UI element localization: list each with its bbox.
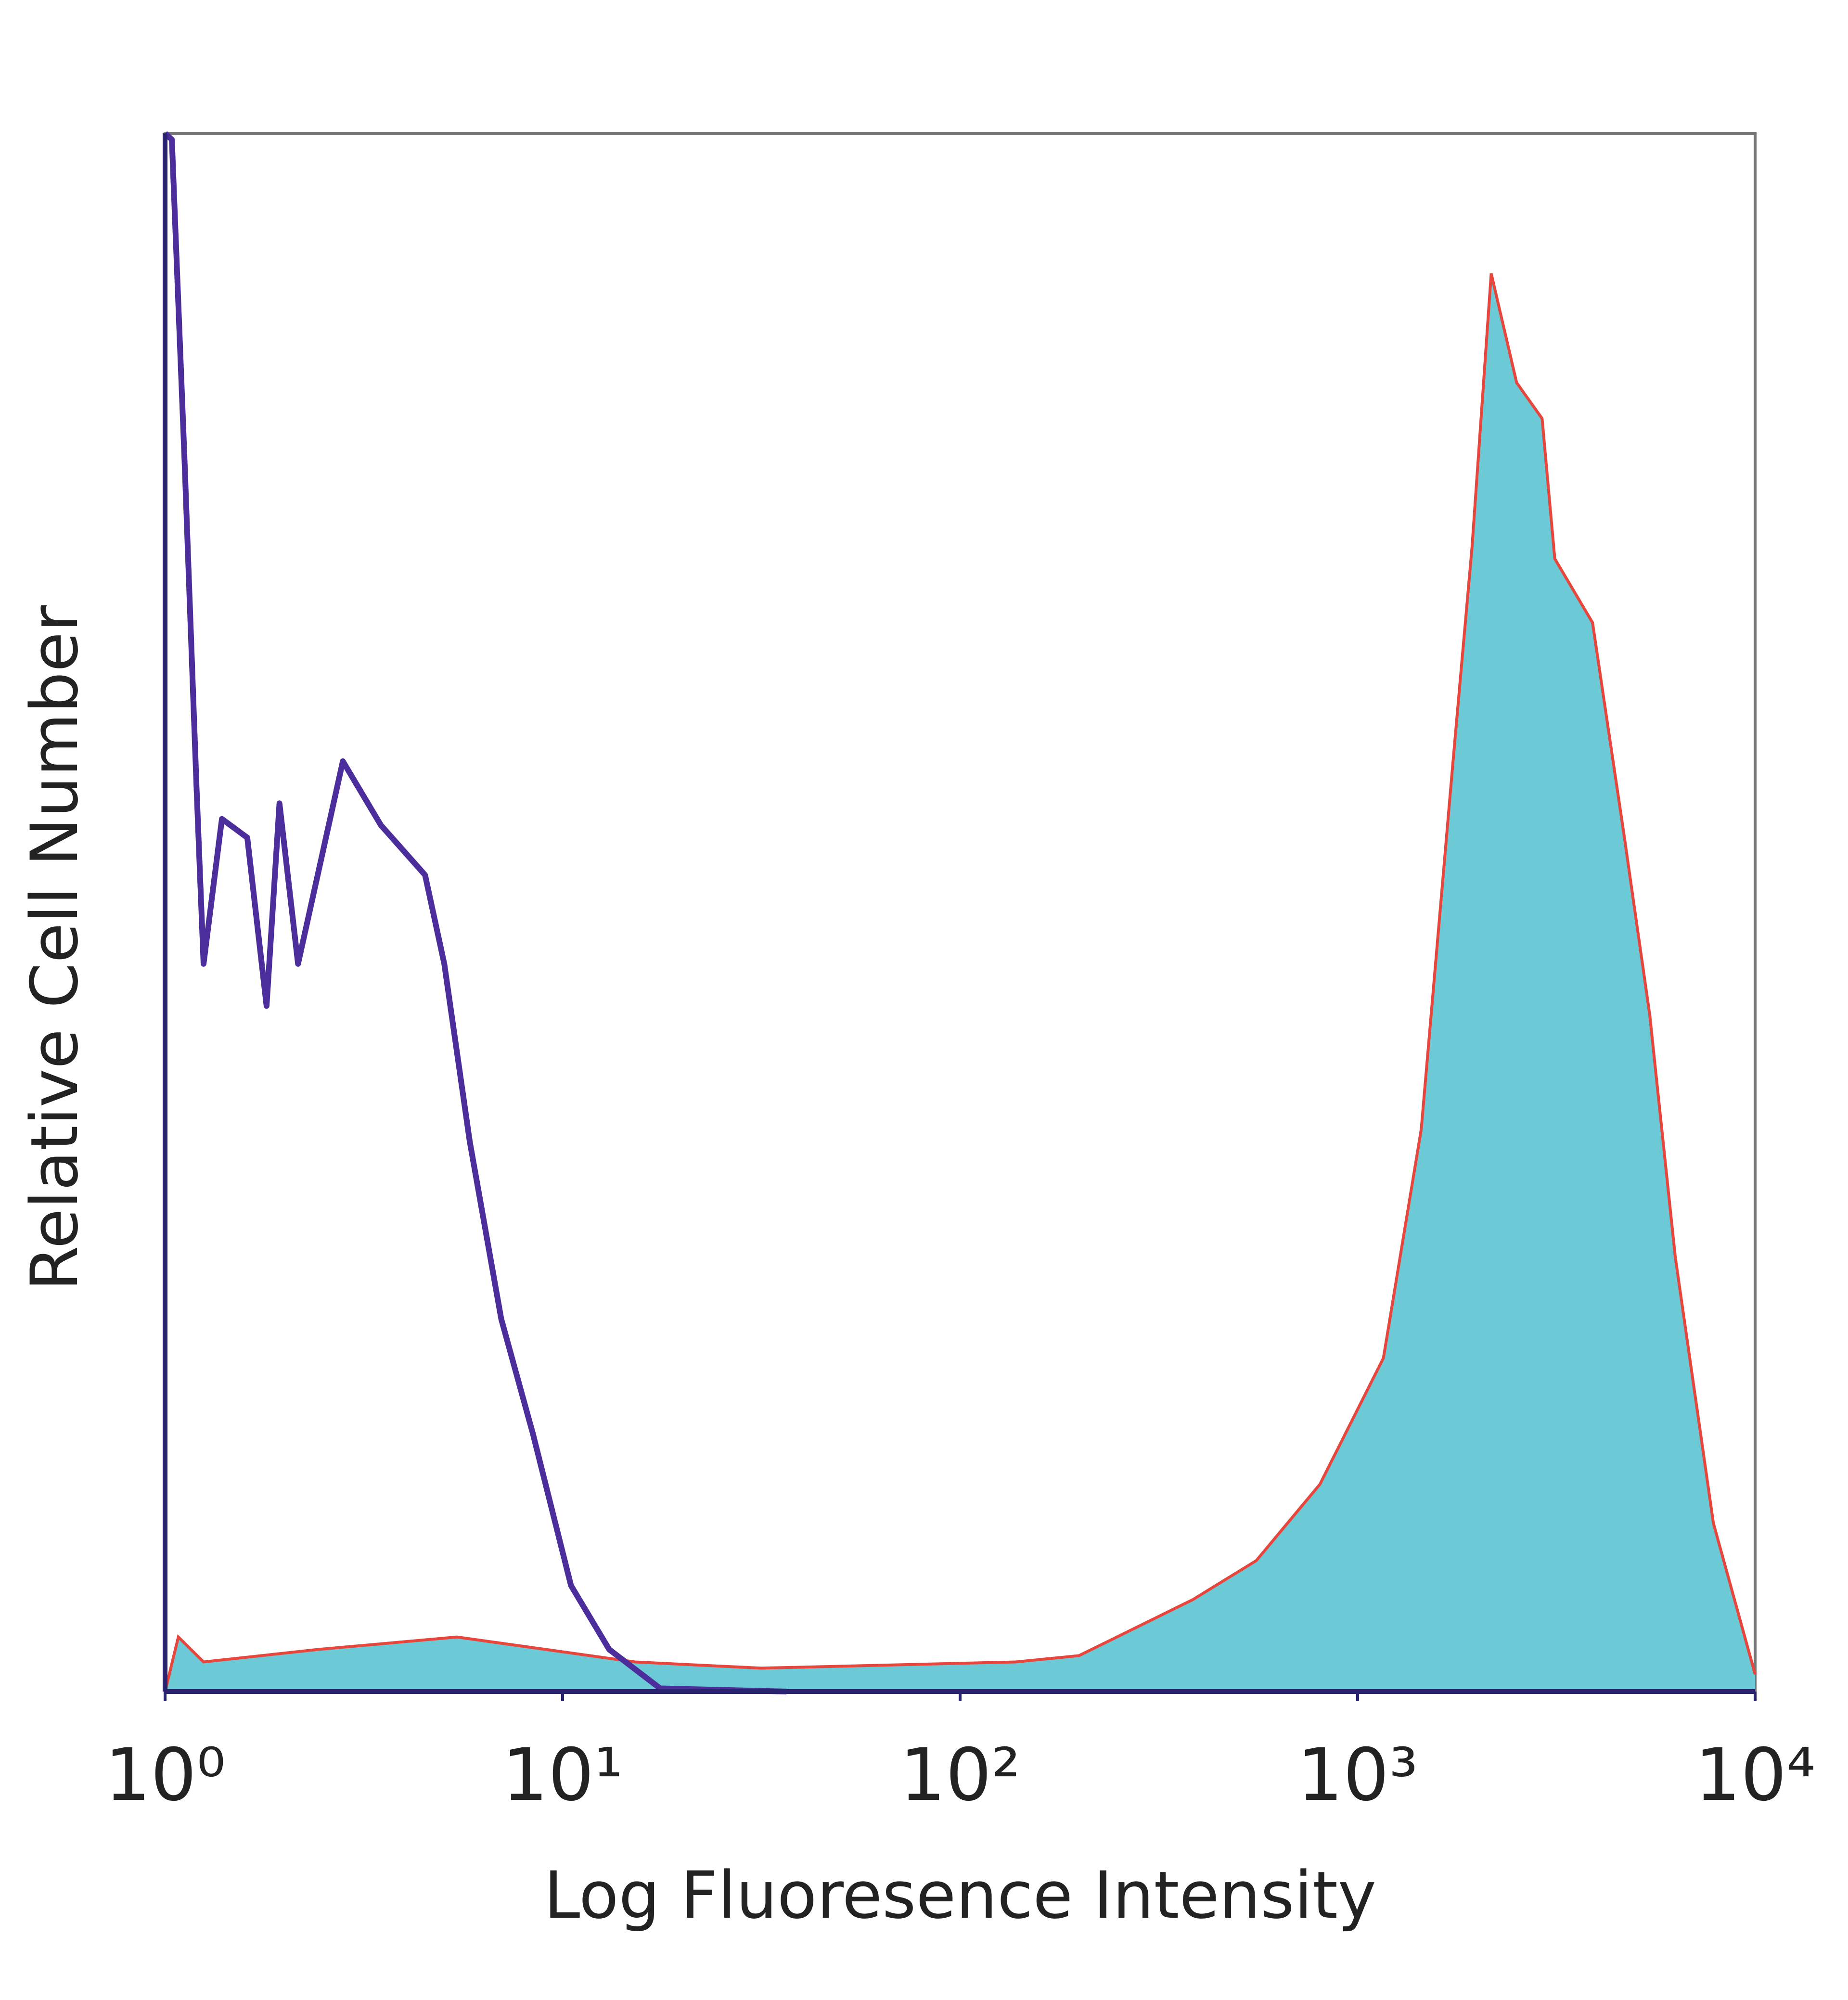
histogram-line <box>163 131 787 1694</box>
x-tick-label: 10² <box>899 1733 1020 1817</box>
x-tick-label: 10⁴ <box>1694 1733 1815 1817</box>
x-tick-label: 10¹ <box>502 1733 623 1817</box>
y-axis-label: Relative Cell Number <box>17 605 92 1291</box>
histogram-outline <box>164 273 1757 1692</box>
x-tick-label: 10³ <box>1297 1733 1418 1817</box>
histogram-area <box>165 273 1755 1692</box>
x-axis-label: Log Fluoresence Intensity <box>544 1858 1376 1933</box>
x-tick-label: 10⁰ <box>104 1733 225 1817</box>
